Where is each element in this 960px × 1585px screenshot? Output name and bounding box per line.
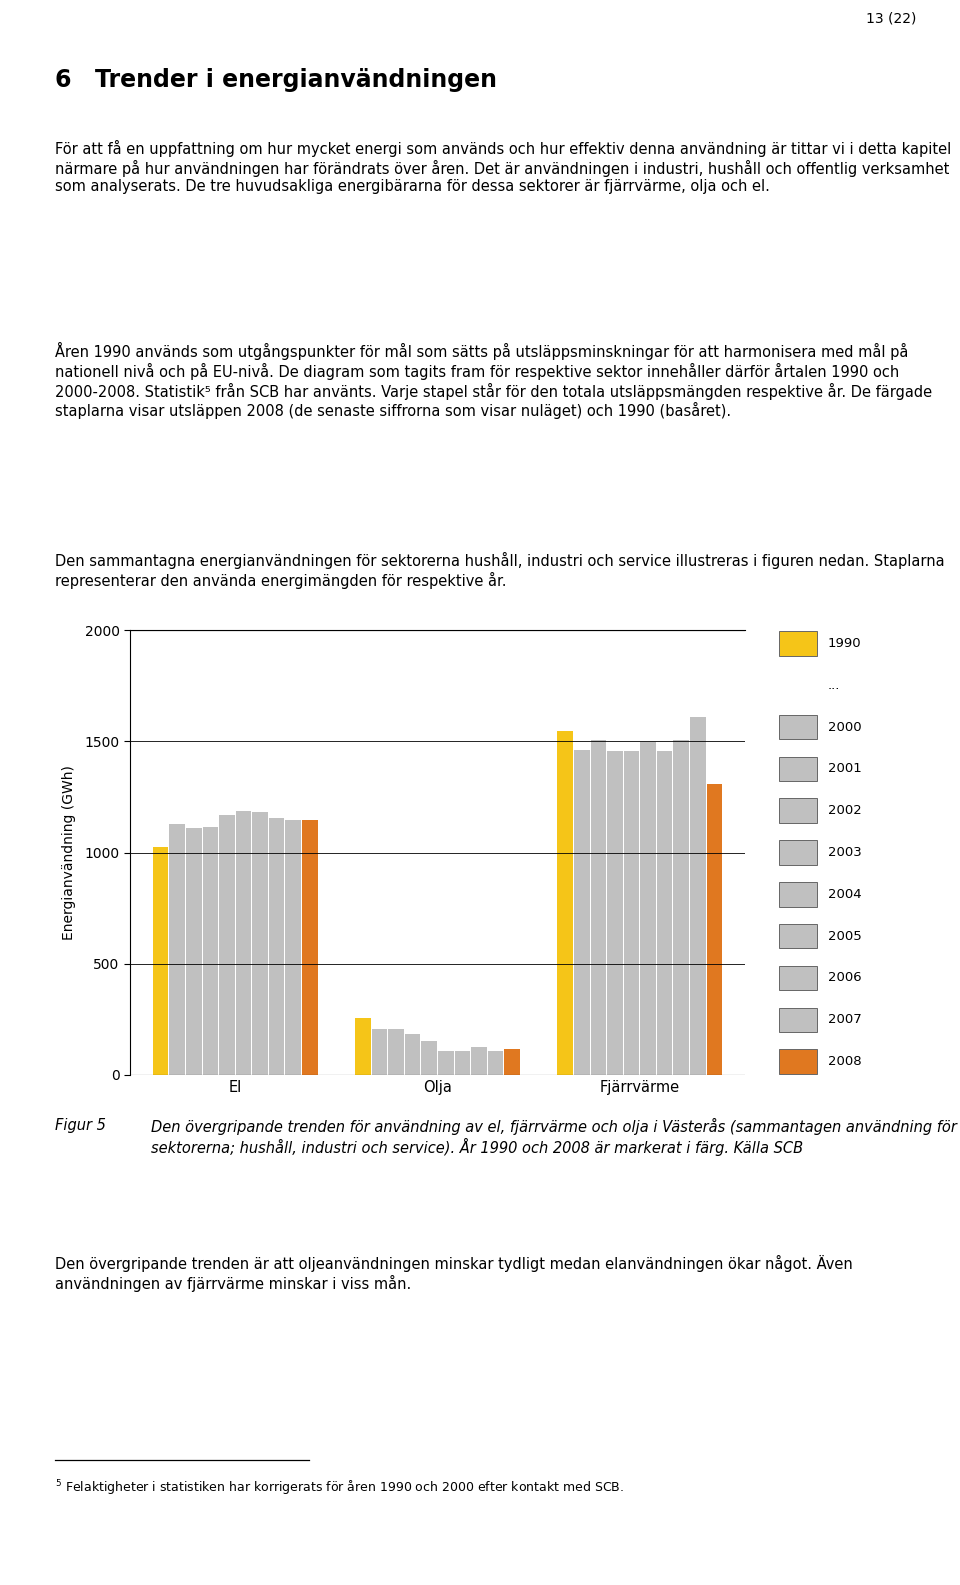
Bar <box>488 1051 503 1075</box>
Bar <box>252 813 268 1075</box>
Bar <box>690 716 706 1075</box>
Bar <box>405 1033 420 1075</box>
Text: ...: ... <box>828 678 840 691</box>
Bar <box>779 756 817 781</box>
Y-axis label: Energianvändning (GWh): Energianvändning (GWh) <box>62 766 76 940</box>
Bar <box>607 751 623 1075</box>
Text: Figur 5: Figur 5 <box>55 1117 106 1133</box>
Bar <box>779 1049 817 1075</box>
Bar <box>779 631 817 656</box>
Bar <box>504 1049 520 1075</box>
Text: 2003: 2003 <box>828 846 861 859</box>
Text: 2001: 2001 <box>828 762 861 775</box>
Bar <box>558 731 573 1075</box>
Bar <box>707 783 722 1075</box>
Bar <box>269 818 284 1075</box>
Bar <box>674 740 689 1075</box>
Bar <box>640 742 656 1075</box>
Text: 6: 6 <box>55 68 71 92</box>
Text: 2002: 2002 <box>828 804 861 818</box>
Bar <box>590 740 606 1075</box>
Bar <box>153 846 168 1075</box>
Bar <box>779 924 817 948</box>
Text: Åren 1990 används som utgångspunkter för mål som sätts på utsläppsminskningar fö: Åren 1990 används som utgångspunkter för… <box>55 342 932 420</box>
Text: 2000: 2000 <box>828 721 861 734</box>
Text: För att få en uppfattning om hur mycket energi som används och hur effektiv denn: För att få en uppfattning om hur mycket … <box>55 139 951 195</box>
Text: Den övergripande trenden för användning av el, fjärrvärme och olja i Västerås (s: Den övergripande trenden för användning … <box>151 1117 956 1155</box>
Bar <box>388 1029 404 1075</box>
Text: $^{5}$ Felaktigheter i statistiken har korrigerats för åren 1990 och 2000 efter : $^{5}$ Felaktigheter i statistiken har k… <box>55 1477 624 1498</box>
Text: 1990: 1990 <box>828 637 861 650</box>
Text: Trender i energianvändningen: Trender i energianvändningen <box>95 68 497 92</box>
Text: Den sammantagna energianvändningen för sektorerna hushåll, industri och service : Den sammantagna energianvändningen för s… <box>55 552 945 590</box>
Bar <box>779 840 817 865</box>
Bar <box>186 827 202 1075</box>
Bar <box>421 1040 437 1075</box>
Text: 2005: 2005 <box>828 930 861 943</box>
Text: 2006: 2006 <box>828 972 861 984</box>
Text: 13 (22): 13 (22) <box>867 13 917 25</box>
Text: 2007: 2007 <box>828 1013 861 1027</box>
Bar <box>438 1051 453 1075</box>
Bar <box>779 883 817 907</box>
Bar <box>302 821 318 1075</box>
Bar <box>779 799 817 823</box>
Bar <box>169 824 185 1075</box>
Text: 2008: 2008 <box>828 1056 861 1068</box>
Bar <box>355 1018 371 1075</box>
Bar <box>471 1048 487 1075</box>
Bar <box>574 750 589 1075</box>
Bar <box>779 965 817 991</box>
Bar <box>372 1029 387 1075</box>
Text: 2004: 2004 <box>828 888 861 900</box>
Bar <box>236 812 252 1075</box>
Bar <box>219 815 234 1075</box>
Bar <box>624 751 639 1075</box>
Bar <box>657 751 673 1075</box>
Bar <box>285 821 301 1075</box>
Text: Den övergripande trenden är att oljeanvändningen minskar tydligt medan elanvändn: Den övergripande trenden är att oljeanvä… <box>55 1255 852 1292</box>
Bar <box>455 1051 470 1075</box>
Bar <box>779 715 817 739</box>
Bar <box>779 1008 817 1032</box>
Bar <box>203 827 218 1075</box>
